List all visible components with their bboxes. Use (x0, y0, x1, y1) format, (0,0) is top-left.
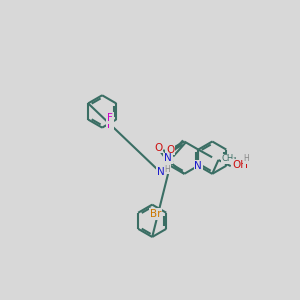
Text: H: H (164, 165, 170, 174)
Text: OH: OH (232, 160, 248, 170)
Text: H: H (243, 154, 249, 163)
Text: Br: Br (150, 209, 161, 219)
Text: N: N (194, 161, 202, 171)
Text: O: O (166, 145, 174, 154)
Text: F: F (107, 113, 113, 123)
Text: N: N (157, 167, 164, 177)
Text: F: F (107, 120, 113, 130)
Text: N: N (164, 153, 172, 164)
Text: O: O (154, 143, 162, 153)
Text: CH₃: CH₃ (221, 154, 237, 163)
